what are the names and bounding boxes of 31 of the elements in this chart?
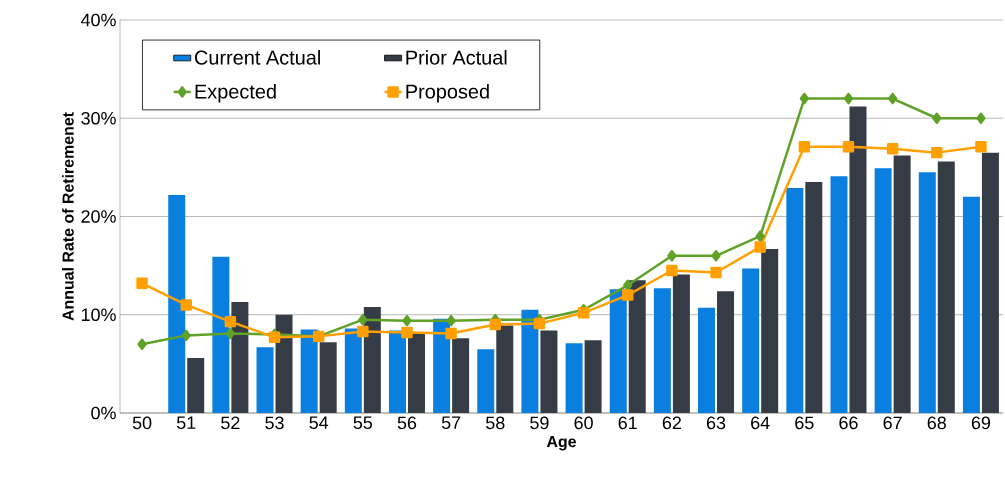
x-tick-label: 62: [662, 416, 681, 430]
y-tick-label: 20%: [81, 210, 116, 223]
y-tick-label: 0%: [91, 406, 116, 420]
x-tick-label: 65: [795, 416, 814, 430]
legend-label: Current Actual: [194, 50, 320, 65]
x-tick-label: 60: [574, 416, 593, 430]
y-tick-label: 40%: [80, 13, 116, 27]
x-tick-label: 57: [441, 416, 461, 430]
x-tick-label: 66: [839, 416, 858, 430]
x-tick-label: 61: [618, 416, 637, 430]
y-axis-title: Annual Rate of Retiremenet: [62, 112, 74, 321]
x-tick-label: 56: [397, 416, 417, 430]
y-tick-label: 10%: [81, 308, 116, 322]
x-tick-label: 68: [927, 416, 946, 430]
x-axis-title: Age: [546, 436, 577, 451]
x-tick-label: 67: [883, 416, 902, 430]
x-tick-label: 59: [530, 416, 549, 430]
x-tick-label: 55: [353, 416, 373, 430]
legend-label: Proposed: [406, 83, 489, 103]
y-tick-label: 30%: [81, 111, 116, 125]
x-tick-label: 58: [486, 416, 505, 430]
x-tick-label: 50: [132, 416, 152, 430]
x-tick-label: 64: [751, 416, 770, 430]
x-tick-label: 69: [971, 416, 991, 430]
legend-label: Expected: [195, 83, 276, 103]
legend-label: Prior Actual: [406, 50, 507, 65]
x-tick-label: 53: [265, 416, 284, 430]
x-tick-label: 54: [309, 416, 329, 430]
x-tick-label: 52: [221, 416, 240, 430]
x-tick-label: 51: [176, 416, 196, 430]
x-tick-label: 63: [706, 416, 726, 430]
